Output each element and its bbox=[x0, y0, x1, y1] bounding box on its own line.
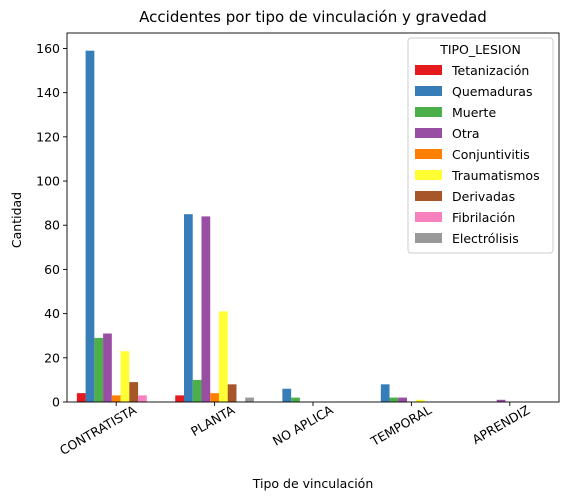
y-tick-label-1: 0 bbox=[52, 395, 60, 410]
bar-1-2 bbox=[85, 50, 95, 403]
bar-5-4 bbox=[496, 399, 506, 402]
x-tick-label-1: CONTRATISTA bbox=[57, 402, 139, 458]
legend-label-9: Electrólisis bbox=[452, 231, 519, 246]
legend-label-7: Derivadas bbox=[452, 189, 515, 204]
x-tick-label-4: TEMPORAL bbox=[367, 402, 434, 449]
legend-swatch-2 bbox=[415, 86, 442, 96]
legend-box bbox=[407, 37, 554, 254]
bar-4-2 bbox=[380, 384, 390, 402]
legend-label-3: Muerte bbox=[452, 105, 496, 120]
legend-swatch-7 bbox=[415, 191, 442, 201]
bar-1-7 bbox=[129, 382, 139, 402]
bar-4-3 bbox=[389, 397, 399, 402]
bars-layer bbox=[76, 50, 506, 403]
bar-4-6 bbox=[415, 399, 425, 402]
legend-label-5: Conjuntivitis bbox=[452, 147, 530, 162]
bar-1-6 bbox=[120, 351, 130, 402]
y-tick-label-7: 120 bbox=[36, 129, 60, 144]
y-tick-label-2: 20 bbox=[44, 350, 60, 365]
legend-title: TIPO_LESION bbox=[439, 42, 521, 57]
bar-1-1 bbox=[76, 393, 86, 402]
legend-swatch-3 bbox=[415, 107, 442, 117]
y-tick-label-5: 80 bbox=[44, 218, 60, 233]
bar-1-3 bbox=[94, 337, 104, 402]
bar-3-3 bbox=[291, 397, 300, 402]
legend-swatch-1 bbox=[415, 65, 442, 75]
legend-swatch-4 bbox=[415, 128, 442, 138]
legend-label-1: Tetanización bbox=[451, 63, 529, 78]
bar-2-3 bbox=[192, 379, 202, 402]
bar-2-9 bbox=[245, 397, 254, 402]
y-tick-label-8: 140 bbox=[36, 85, 60, 100]
legend-swatch-6 bbox=[415, 170, 442, 180]
x-tick-label-2: PLANTA bbox=[188, 402, 237, 439]
bar-2-5 bbox=[210, 393, 219, 402]
y-axis-title: Cantidad bbox=[9, 192, 24, 248]
x-tick-label-5: APRENDIZ bbox=[470, 402, 533, 447]
bar-1-8 bbox=[138, 395, 147, 402]
chart-title: Accidentes por tipo de vinculación y gra… bbox=[139, 8, 487, 26]
y-tick-label-3: 40 bbox=[44, 306, 60, 321]
y-tick-label-4: 60 bbox=[44, 262, 60, 277]
legend-label-2: Quemaduras bbox=[452, 84, 532, 99]
bar-2-4 bbox=[201, 216, 211, 402]
bar-2-7 bbox=[227, 384, 237, 402]
bar-2-1 bbox=[175, 395, 184, 402]
bar-1-4 bbox=[103, 333, 112, 402]
legend-swatch-8 bbox=[415, 212, 442, 222]
bar-2-2 bbox=[183, 214, 193, 402]
bar-2-6 bbox=[218, 311, 228, 402]
legend-swatch-5 bbox=[415, 149, 442, 159]
bar-3-2 bbox=[282, 388, 292, 402]
bar-1-5 bbox=[111, 395, 121, 402]
legend-label-6: Traumatismos bbox=[451, 168, 540, 183]
y-tick-label-6: 100 bbox=[36, 174, 60, 189]
x-axis-title: Tipo de vinculación bbox=[252, 476, 374, 491]
bar-4-4 bbox=[398, 397, 408, 402]
legend-label-4: Otra bbox=[452, 126, 480, 141]
legend-swatch-9 bbox=[415, 233, 442, 243]
legend-label-8: Fibrilación bbox=[452, 210, 515, 225]
x-tick-label-3: NO APLICA bbox=[270, 402, 336, 449]
y-tick-label-9: 160 bbox=[36, 41, 60, 56]
legend: TIPO_LESION Tetanización Quemaduras Muerte O… bbox=[407, 37, 554, 254]
